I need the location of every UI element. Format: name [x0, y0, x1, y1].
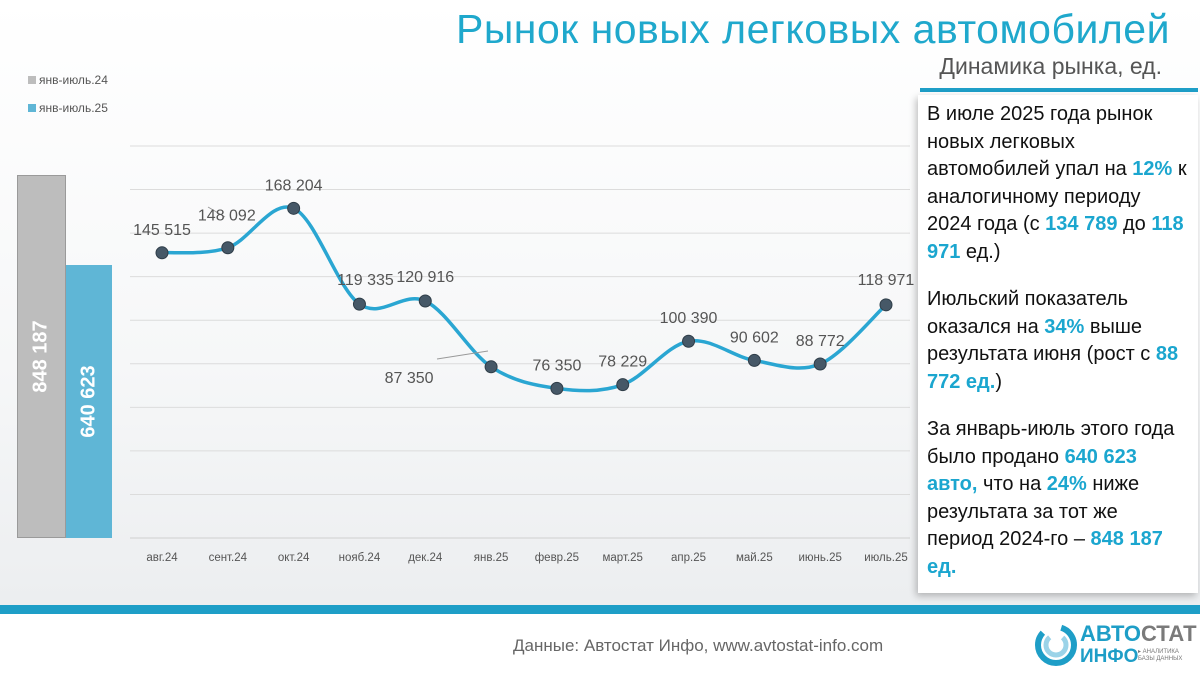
x-tick-label: июль.25 — [864, 552, 907, 564]
x-tick-label: нояб.24 — [339, 552, 381, 564]
data-label: 90 602 — [730, 329, 779, 346]
series-line — [161, 205, 888, 393]
info-highlight: 24% — [1046, 473, 1087, 495]
data-point — [287, 201, 301, 215]
footer — [0, 614, 1200, 677]
x-tick-label: дек.24 — [408, 552, 443, 564]
legend-swatch-2024 — [28, 76, 36, 84]
x-tick-label: март.25 — [603, 552, 643, 564]
data-label: 88 772 — [796, 333, 845, 350]
info-highlight: 88 772 ед. — [927, 343, 1179, 393]
info-text: ед.) — [960, 240, 1001, 263]
data-label: 148 092 — [198, 208, 256, 225]
info-box: В июле 2025 года рынок новых легковых ав… — [918, 95, 1198, 593]
info-paragraph-2: Июльский показатель оказался на 34% выше… — [927, 286, 1188, 396]
page-subtitle: Динамика рынка, ед. — [939, 53, 1162, 79]
info-text: что на — [977, 473, 1047, 495]
data-label: 76 350 — [532, 357, 581, 374]
logo-circle-icon — [1035, 624, 1077, 666]
legend-item-2024: янв-июль.24 — [28, 66, 108, 94]
data-point — [352, 297, 366, 311]
label-leader-line — [207, 206, 226, 218]
data-point — [682, 334, 696, 348]
logo-wordmark-bottom: ИНФО — [1080, 646, 1139, 667]
info-text: к аналогичному периоду 2024 года (с — [927, 158, 1187, 235]
logo-wordmark-top: АВТОСТАТ — [1080, 621, 1197, 647]
label-leader-line — [436, 350, 489, 360]
data-point — [747, 353, 761, 367]
avtostat-logo: АВТОСТАТ ИНФО ▸ АНАЛИТИКА БАЗЫ ДАННЫХ — [1034, 620, 1197, 670]
header-accent-line — [920, 88, 1198, 92]
x-tick-label: апр.25 — [671, 552, 706, 564]
data-point — [813, 357, 827, 371]
footer-stripe — [0, 605, 1200, 614]
data-source: Данные: Автостат Инфо, www.avtostat-info… — [513, 636, 884, 655]
data-point — [484, 360, 498, 374]
data-label: 87 350 — [385, 370, 434, 387]
x-tick-label: янв.25 — [474, 552, 509, 564]
legend-label-2024: янв-июль.24 — [39, 73, 108, 87]
logo-text-avto: АВТО — [1080, 621, 1141, 646]
info-highlight: 640 623 авто, — [927, 445, 1137, 496]
info-highlight: 134 789 — [1045, 213, 1118, 235]
info-text: до — [1117, 213, 1152, 235]
info-text: За январь-июль этого года было продано — [927, 418, 1175, 468]
info-paragraph-3: За январь-июль этого года было продано 6… — [927, 416, 1188, 581]
data-label: 168 204 — [265, 177, 323, 194]
data-label: 145 515 — [133, 222, 191, 239]
info-text: Июльский показатель оказался на — [927, 288, 1129, 338]
logo-tagline: ▸ АНАЛИТИКА БАЗЫ ДАННЫХ — [1138, 649, 1183, 662]
info-highlight: 34% — [1044, 315, 1085, 338]
data-label: 100 390 — [660, 310, 718, 327]
data-point — [550, 381, 564, 395]
x-tick-label: февр.25 — [535, 552, 579, 564]
legend: янв-июль.24 янв-июль.25 — [28, 66, 108, 122]
info-highlight: 848 187 ед. — [927, 528, 1163, 578]
data-point — [879, 298, 893, 312]
x-tick-label: май.25 — [736, 552, 773, 564]
data-label: 119 335 — [337, 272, 394, 289]
info-text: выше результата июня (рост с — [927, 315, 1156, 366]
info-text: ниже результата за тот же период 2024-го… — [927, 473, 1140, 550]
legend-label-2025: янв-июль.25 — [39, 101, 108, 115]
line-chart: 145 515 148 092 168 204 119 335 120 916 87 35… — [130, 145, 915, 564]
data-point — [616, 378, 630, 392]
data-label: 118 971 — [858, 272, 915, 289]
info-highlight: 12% — [1132, 158, 1173, 180]
logo-text-stat: СТАТ — [1140, 621, 1197, 646]
data-label: 78 229 — [598, 354, 647, 371]
data-point — [221, 241, 235, 255]
page-title: Рынок новых легковых автомобилей — [455, 6, 1170, 52]
info-text: ) — [995, 370, 1002, 393]
x-tick-label: сент.24 — [209, 552, 248, 564]
data-point — [155, 246, 169, 260]
x-tick-label: авг.24 — [146, 552, 178, 564]
legend-swatch-2025 — [28, 104, 36, 112]
info-paragraph-1: В июле 2025 года рынок новых легковых ав… — [927, 101, 1188, 266]
info-text: В июле 2025 года рынок новых легковых ав… — [927, 103, 1153, 180]
total-bar-2025: 640 623 — [66, 265, 112, 538]
data-label: 120 916 — [396, 269, 454, 286]
x-tick-label: июнь.25 — [798, 552, 841, 564]
legend-item-2025: янв-июль.25 — [28, 94, 108, 122]
total-bar-2024: 848 187 — [17, 175, 66, 538]
data-point — [418, 294, 432, 308]
x-tick-label: окт.24 — [278, 552, 310, 564]
info-highlight: 118 971 — [927, 213, 1184, 263]
